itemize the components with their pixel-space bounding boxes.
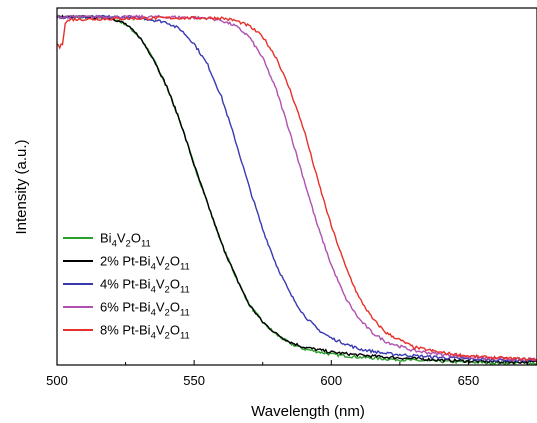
legend-label-2: 4% Pt-Bi4V2O11: [100, 277, 190, 296]
x-axis-ticks: 500 550 600 650: [46, 360, 479, 388]
y-axis-title: Intensity (a.u.): [13, 139, 30, 234]
plot-frame: [56, 7, 537, 366]
legend-label-4: 8% Pt-Bi4V2O11: [100, 323, 190, 342]
x-tick-label-1: 550: [183, 373, 205, 388]
series-line-3: [56, 14, 537, 362]
x-tick-label-3: 650: [458, 373, 480, 388]
legend-label-0: Bi4V2O11: [100, 231, 151, 250]
plot-lines: [56, 14, 537, 366]
series-line-1: [56, 14, 537, 365]
legend: Bi4V2O11 2% Pt-Bi4V2O11 4% Pt-Bi4V2O11 6% P…: [63, 231, 190, 342]
x-tick-label-2: 600: [320, 373, 342, 388]
legend-label-1: 2% Pt-Bi4V2O11: [100, 254, 190, 273]
x-tick-label-0: 500: [46, 373, 68, 388]
legend-label-3: 6% Pt-Bi4V2O11: [100, 300, 190, 319]
x-axis-title: Wavelength (nm): [251, 403, 365, 420]
series-line-4: [56, 15, 537, 362]
